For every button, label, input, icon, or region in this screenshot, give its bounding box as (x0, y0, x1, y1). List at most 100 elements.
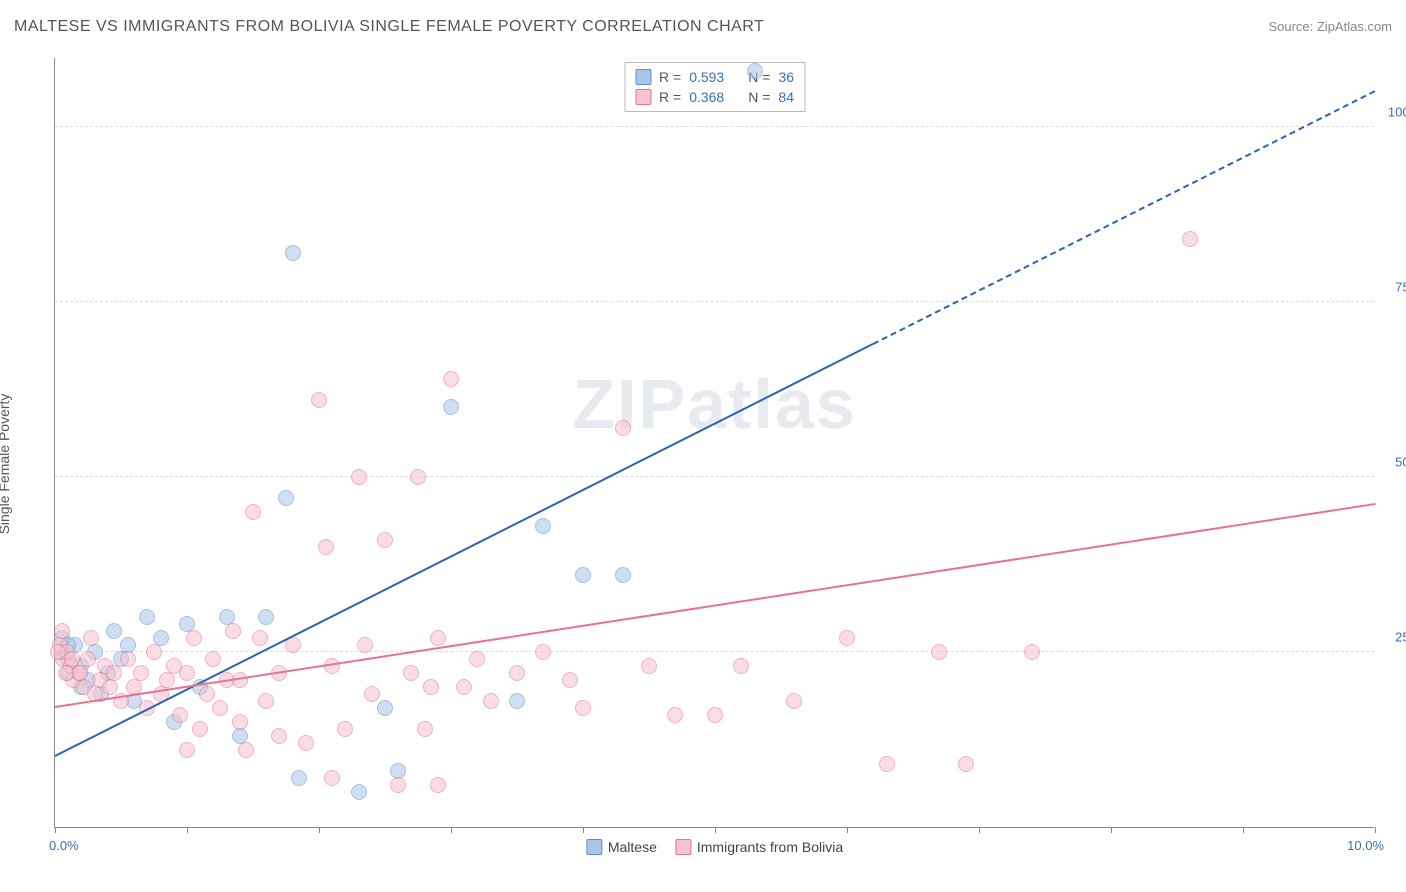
scatter-point (390, 777, 406, 793)
scatter-point (443, 399, 459, 415)
legend-stats-box: R =0.593N =36 R = 0.368 N = 84 (624, 62, 805, 112)
scatter-point (146, 644, 162, 660)
scatter-point (285, 245, 301, 261)
scatter-point (106, 623, 122, 639)
scatter-point (509, 693, 525, 709)
scatter-point (324, 770, 340, 786)
scatter-point (931, 644, 947, 660)
scatter-point (192, 721, 208, 737)
scatter-point (298, 735, 314, 751)
legend-series-item: Immigrants from Bolivia (675, 839, 843, 855)
scatter-point (186, 630, 202, 646)
source-attribution: Source: ZipAtlas.com (1268, 19, 1392, 34)
scatter-point (707, 707, 723, 723)
gridline-h (55, 651, 1374, 652)
legend-n-label: N = (748, 89, 770, 105)
legend-stat-row: R =0.593N =36 (635, 67, 794, 87)
scatter-point (430, 630, 446, 646)
scatter-point (172, 707, 188, 723)
legend-r-value: 0.368 (689, 89, 724, 105)
scatter-point (232, 714, 248, 730)
y-tick-label: 75.0% (1395, 280, 1406, 295)
legend-n-value: 84 (778, 89, 794, 105)
scatter-point (337, 721, 353, 737)
scatter-point (106, 665, 122, 681)
x-tick (583, 827, 584, 833)
y-tick-label: 50.0% (1395, 455, 1406, 470)
legend-swatch-icon (635, 89, 651, 105)
scatter-point (615, 420, 631, 436)
scatter-point (258, 693, 274, 709)
x-axis-min-label: 0.0% (49, 838, 79, 853)
scatter-point (1182, 231, 1198, 247)
x-tick (979, 827, 980, 833)
legend-swatch-icon (586, 839, 602, 855)
scatter-point (641, 658, 657, 674)
x-tick (1243, 827, 1244, 833)
scatter-point (133, 665, 149, 681)
scatter-point (1024, 644, 1040, 660)
scatter-point (469, 651, 485, 667)
x-tick (1375, 827, 1376, 833)
scatter-point (238, 742, 254, 758)
scatter-point (252, 630, 268, 646)
legend-r-value: 0.593 (689, 69, 724, 85)
scatter-point (83, 630, 99, 646)
legend-swatch-icon (635, 69, 651, 85)
x-tick (187, 827, 188, 833)
scatter-point (615, 567, 631, 583)
scatter-point (179, 742, 195, 758)
x-tick (847, 827, 848, 833)
scatter-point (575, 700, 591, 716)
scatter-point (747, 63, 763, 79)
scatter-point (575, 567, 591, 583)
scatter-point (258, 609, 274, 625)
gridline-h (55, 476, 1374, 477)
x-tick (451, 827, 452, 833)
gridline-h (55, 126, 1374, 127)
x-tick (319, 827, 320, 833)
scatter-point (278, 490, 294, 506)
legend-series-item: Maltese (586, 839, 657, 855)
scatter-point (456, 679, 472, 695)
scatter-point (225, 623, 241, 639)
y-tick-label: 100.0% (1388, 105, 1406, 120)
x-tick (715, 827, 716, 833)
scatter-point (205, 651, 221, 667)
scatter-point (357, 637, 373, 653)
legend-series: Maltese Immigrants from Bolivia (586, 839, 843, 855)
scatter-point (351, 469, 367, 485)
scatter-point (245, 504, 261, 520)
scatter-point (443, 371, 459, 387)
scatter-point (535, 644, 551, 660)
legend-series-label: Maltese (608, 839, 657, 855)
scatter-point (102, 679, 118, 695)
scatter-point (159, 672, 175, 688)
scatter-point (417, 721, 433, 737)
scatter-point (786, 693, 802, 709)
gridline-h (55, 301, 1374, 302)
scatter-point (509, 665, 525, 681)
legend-stat-row: R = 0.368 N = 84 (635, 87, 794, 107)
legend-r-label: R = (659, 89, 681, 105)
scatter-point (291, 770, 307, 786)
legend-n-value: 36 (778, 69, 794, 85)
scatter-point (318, 539, 334, 555)
legend-swatch-icon (675, 839, 691, 855)
scatter-point (667, 707, 683, 723)
scatter-point (879, 756, 895, 772)
scatter-point (364, 686, 380, 702)
scatter-point (72, 665, 88, 681)
legend-series-label: Immigrants from Bolivia (697, 839, 843, 855)
scatter-point (410, 469, 426, 485)
scatter-point (271, 728, 287, 744)
scatter-point (839, 630, 855, 646)
scatter-point (54, 623, 70, 639)
chart-title: MALTESE VS IMMIGRANTS FROM BOLIVIA SINGL… (14, 18, 764, 36)
x-axis-max-label: 10.0% (1347, 838, 1384, 853)
chart-container: Single Female Poverty ZIPatlas R =0.593N… (14, 50, 1392, 878)
scatter-point (733, 658, 749, 674)
scatter-point (179, 665, 195, 681)
scatter-point (120, 651, 136, 667)
y-axis-label: Single Female Poverty (0, 394, 12, 535)
